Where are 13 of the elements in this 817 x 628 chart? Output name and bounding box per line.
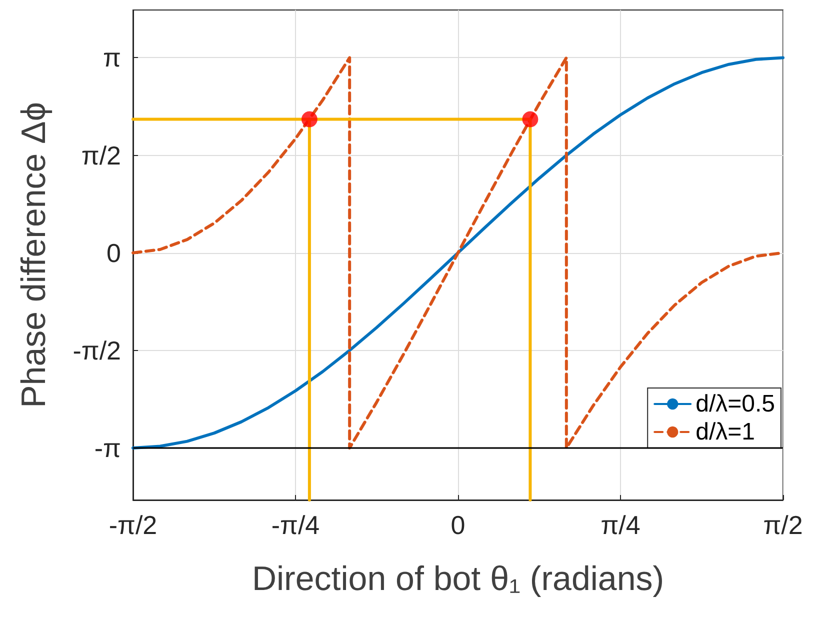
x-tick-label: π/4 [600,510,640,540]
legend-label: d/λ=0.5 [696,390,776,418]
y-axis-title: Phase difference Δϕ [15,102,53,408]
x-axis-title: Direction of bot θ₁ (radians) [252,560,664,598]
legend-label: d/λ=1 [696,418,755,446]
y-tick-label: π/2 [81,140,121,170]
y-tick-label: π [103,42,121,73]
x-tick-label: π/2 [763,510,803,540]
y-tick-label: 0 [106,238,121,268]
x-tick-label: 0 [450,510,466,540]
x-tick-label: -π/4 [271,510,320,540]
y-tick-label: -π/2 [72,335,121,366]
y-tick-label: -π [94,432,121,463]
